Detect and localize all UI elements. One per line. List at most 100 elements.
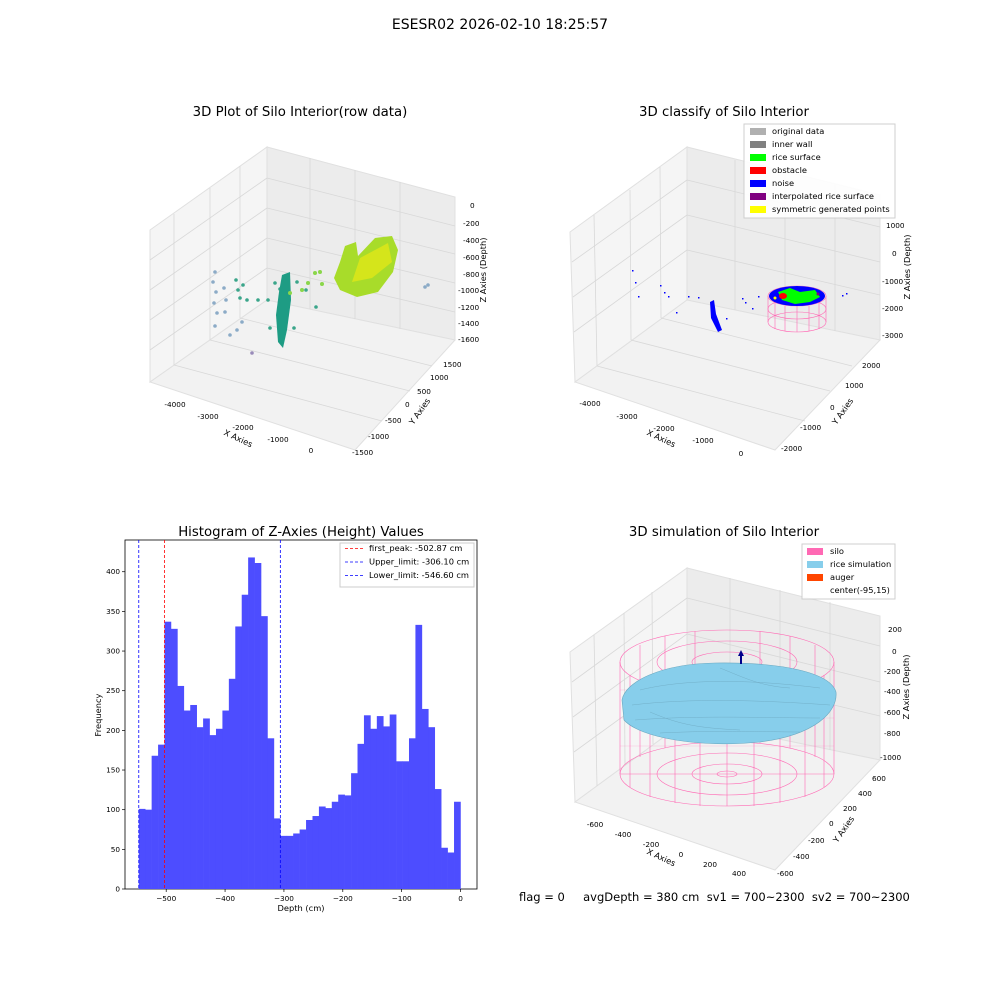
histogram-bar bbox=[402, 761, 410, 889]
status-line: flag = 0 avgDepth = 380 cm sv1 = 700~230… bbox=[519, 890, 910, 904]
simulation-ytick: -600 bbox=[777, 869, 794, 878]
histogram-ylabel: Frequency bbox=[93, 693, 103, 736]
legend-swatch bbox=[750, 154, 766, 161]
classify-axes-panes bbox=[569, 146, 881, 451]
raw-ztick: -1200 bbox=[458, 303, 480, 312]
classify-panel-title: 3D classify of Silo Interior bbox=[639, 105, 809, 120]
histogram-bar bbox=[267, 738, 275, 889]
histogram-bar bbox=[312, 816, 320, 889]
simulation-ytick: -200 bbox=[808, 836, 825, 845]
simulation-ztick: 200 bbox=[888, 625, 902, 634]
legend-center: center(-95,15) bbox=[830, 585, 890, 595]
histogram-bar bbox=[454, 801, 461, 889]
legend-swatch bbox=[750, 193, 766, 200]
histogram-bar bbox=[363, 715, 371, 889]
histogram-bar bbox=[428, 727, 436, 889]
histogram-legend-label: Lower_limit: -546.60 cm bbox=[369, 570, 469, 580]
raw-xtick: -2000 bbox=[232, 423, 254, 432]
classify-ytick: 0 bbox=[830, 403, 835, 412]
histogram-bar bbox=[209, 735, 217, 889]
histogram-bar bbox=[293, 833, 300, 889]
raw-ztick: -800 bbox=[463, 270, 480, 279]
histogram-bar bbox=[415, 624, 423, 889]
histogram-ytick-label: 100 bbox=[106, 805, 120, 814]
classify-ztick: 0 bbox=[892, 249, 897, 258]
histogram-title: Histogram of Z-Axies (Height) Values bbox=[178, 525, 424, 540]
classify-ytick: -1000 bbox=[800, 423, 822, 432]
raw-ytick: -1500 bbox=[352, 448, 374, 457]
raw-xtick: -3000 bbox=[197, 412, 219, 421]
histogram-xtick-label: −500 bbox=[156, 894, 176, 903]
simulation-legend: silo rice simulation auger center(-95,15… bbox=[801, 543, 896, 600]
raw-ytick: -500 bbox=[385, 416, 402, 425]
histogram-legend-label: Upper_limit: -306.10 cm bbox=[369, 557, 469, 567]
classify-xtick: -4000 bbox=[579, 399, 601, 408]
raw-ztick: -1600 bbox=[458, 335, 480, 344]
histogram-xlabel: Depth (cm) bbox=[277, 903, 324, 913]
legend-rice-surface: rice surface bbox=[772, 152, 821, 162]
legend-rice-simulation: rice simulation bbox=[830, 559, 891, 569]
histogram-bar bbox=[222, 710, 230, 889]
histogram-bar bbox=[434, 789, 442, 889]
figure-title: ESESR02 2026-02-10 18:25:57 bbox=[391, 17, 609, 33]
simulation-xtick: -600 bbox=[587, 820, 604, 829]
histogram-bar bbox=[235, 626, 243, 889]
histogram-bar bbox=[203, 718, 210, 889]
raw-panel-title: 3D Plot of Silo Interior(row data) bbox=[193, 105, 408, 120]
simulation-ztick: -600 bbox=[884, 708, 901, 717]
simulation-panel: 3D simulation of Silo Interior bbox=[569, 525, 911, 878]
histogram-bar bbox=[138, 808, 146, 889]
histogram-bar bbox=[228, 678, 236, 889]
simulation-ztick: 0 bbox=[892, 647, 897, 656]
histogram-bar bbox=[254, 563, 262, 889]
histogram-bar bbox=[351, 773, 358, 889]
histogram-bar bbox=[421, 708, 429, 889]
legend-obstacle: obstacle bbox=[772, 165, 807, 175]
classify-xtick: -1000 bbox=[692, 436, 714, 445]
histogram-bar bbox=[190, 704, 197, 889]
legend-swatch bbox=[750, 206, 766, 213]
histogram-bar bbox=[299, 829, 307, 889]
legend-swatch bbox=[750, 128, 766, 135]
histogram-bar bbox=[376, 716, 384, 889]
histogram-bar bbox=[170, 628, 178, 889]
raw-scatter-points bbox=[211, 236, 430, 355]
histogram-bar bbox=[338, 794, 345, 889]
simulation-xtick: -200 bbox=[643, 840, 660, 849]
histogram-bar bbox=[396, 761, 403, 889]
raw-axis-ticks: -4000 -3000 -2000 -1000 0 1500 1000 500 … bbox=[164, 201, 480, 457]
histogram-ytick-label: 150 bbox=[106, 766, 120, 775]
classify-legend: original data inner wall rice surface ob… bbox=[743, 123, 896, 219]
histogram-ytick-label: 300 bbox=[106, 647, 120, 656]
histogram-bar bbox=[273, 818, 281, 889]
legend-inner-wall: inner wall bbox=[772, 139, 812, 149]
simulation-ztick: -200 bbox=[884, 667, 901, 676]
histogram-panel: Histogram of Z-Axies (Height) Values −50… bbox=[93, 525, 478, 913]
histogram-bar bbox=[145, 809, 152, 889]
classify-rice-surface bbox=[769, 286, 825, 306]
histogram-bar bbox=[164, 621, 172, 889]
raw-ylabel: Y Axies bbox=[406, 396, 432, 427]
simulation-ytick: 0 bbox=[829, 819, 834, 828]
raw-ztick: -400 bbox=[463, 236, 480, 245]
raw-ztick: -200 bbox=[463, 219, 480, 228]
histogram-bar bbox=[306, 819, 313, 889]
raw-xtick: 0 bbox=[309, 446, 314, 455]
classify-ztick: 1000 bbox=[886, 221, 905, 230]
legend-swatch bbox=[750, 180, 766, 187]
classify-ytick: 2000 bbox=[862, 361, 881, 370]
raw-ztick: -1400 bbox=[458, 319, 480, 328]
legend-swatch bbox=[750, 167, 766, 174]
simulation-ztick: -400 bbox=[884, 687, 901, 696]
simulation-ytick: 200 bbox=[843, 804, 857, 813]
histogram-bar bbox=[215, 728, 223, 889]
histogram-bar bbox=[183, 710, 191, 889]
classify-ytick: 1000 bbox=[845, 381, 864, 390]
histogram-xtick-label: −200 bbox=[333, 894, 353, 903]
histogram-bar bbox=[447, 852, 455, 889]
legend-swatch bbox=[807, 548, 823, 555]
histogram-xtick-label: −300 bbox=[274, 894, 294, 903]
legend-swatch bbox=[750, 141, 766, 148]
histogram-reference-lines bbox=[138, 540, 281, 889]
